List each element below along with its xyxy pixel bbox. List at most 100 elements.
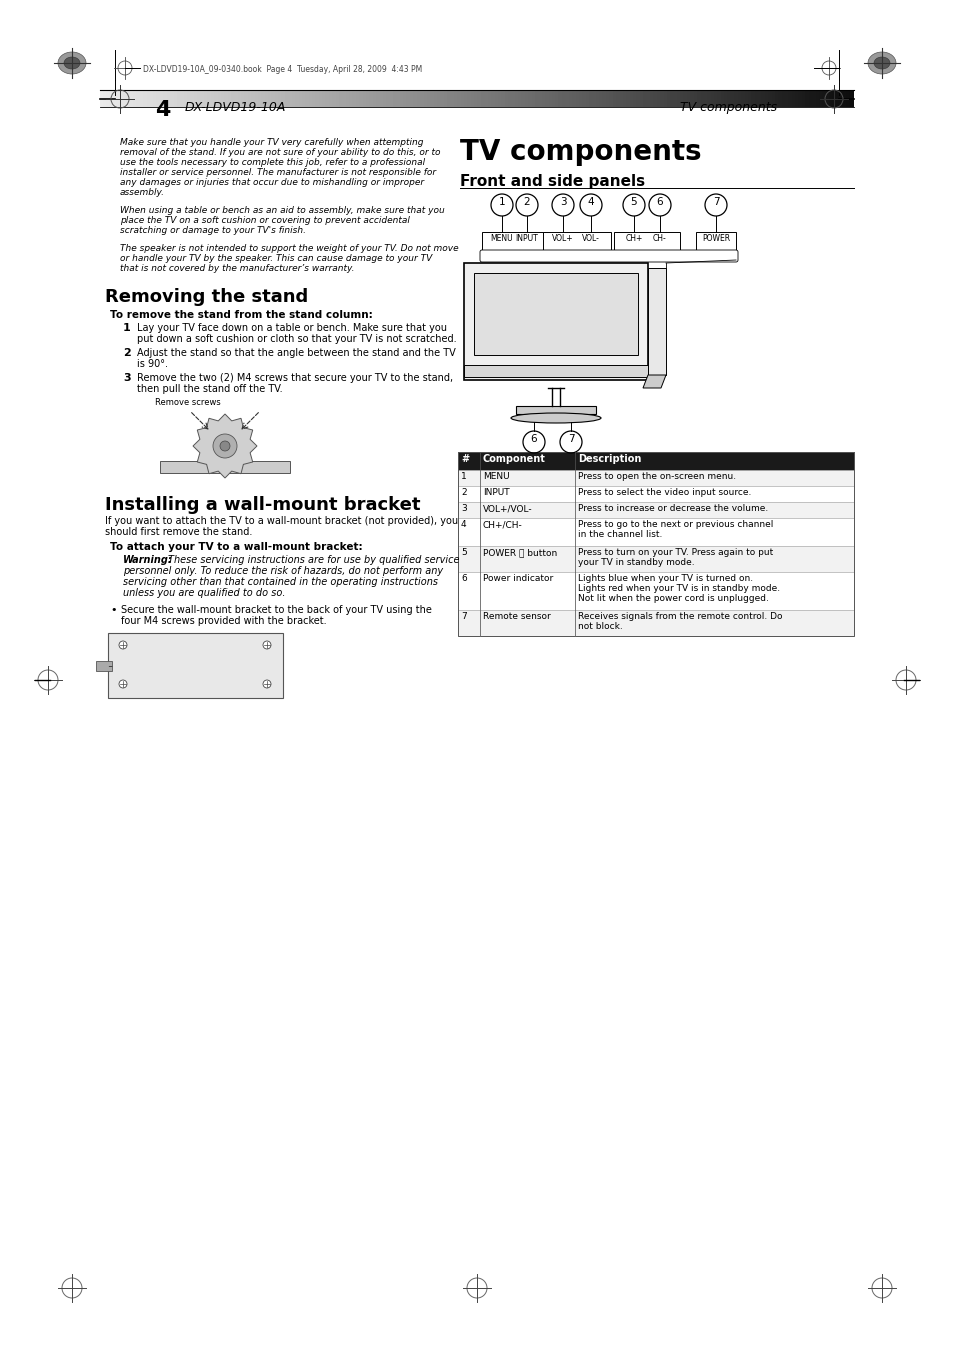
Circle shape: [263, 641, 271, 649]
Bar: [614, 232, 679, 252]
Text: 3: 3: [123, 373, 131, 383]
Bar: [647, 269, 665, 375]
Text: Press to open the on-screen menu.: Press to open the on-screen menu.: [578, 472, 736, 481]
Text: DX-LDVD19-10A: DX-LDVD19-10A: [185, 101, 286, 113]
Text: 7: 7: [712, 197, 719, 207]
Text: #: #: [460, 454, 469, 464]
Text: VOL-: VOL-: [581, 234, 599, 243]
Text: Lay your TV face down on a table or bench. Make sure that you: Lay your TV face down on a table or benc…: [137, 323, 447, 333]
Text: 5: 5: [630, 197, 637, 207]
Text: is 90°.: is 90°.: [137, 359, 168, 369]
Text: personnel only. To reduce the risk of hazards, do not perform any: personnel only. To reduce the risk of ha…: [123, 566, 442, 576]
Ellipse shape: [873, 57, 889, 69]
Text: CH+/CH-: CH+/CH-: [482, 520, 522, 529]
Text: VOL+/VOL-: VOL+/VOL-: [482, 504, 532, 513]
Text: 5: 5: [460, 548, 466, 558]
Ellipse shape: [867, 53, 895, 74]
Ellipse shape: [64, 57, 80, 69]
Text: Adjust the stand so that the angle between the stand and the TV: Adjust the stand so that the angle betwe…: [137, 348, 456, 358]
Text: Power indicator: Power indicator: [482, 574, 553, 583]
Text: in the channel list.: in the channel list.: [578, 531, 661, 539]
Bar: [457, 502, 853, 518]
Bar: [457, 470, 853, 486]
Circle shape: [213, 433, 236, 458]
Text: Remove the two (2) M4 screws that secure your TV to the stand,: Remove the two (2) M4 screws that secure…: [137, 373, 453, 383]
Bar: [696, 232, 735, 252]
Text: TV components: TV components: [459, 138, 700, 166]
Text: place the TV on a soft cushion or covering to prevent accidental: place the TV on a soft cushion or coveri…: [120, 216, 410, 225]
Text: 2: 2: [460, 487, 466, 497]
Text: that is not covered by the manufacturer’s warranty.: that is not covered by the manufacturer’…: [120, 265, 355, 273]
Text: POWER: POWER: [701, 234, 729, 243]
Text: then pull the stand off the TV.: then pull the stand off the TV.: [137, 383, 282, 394]
Text: Press to increase or decrease the volume.: Press to increase or decrease the volume…: [578, 504, 767, 513]
Text: INPUT: INPUT: [515, 234, 537, 243]
Text: INPUT: INPUT: [482, 487, 509, 497]
Text: 6: 6: [656, 197, 662, 207]
Text: put down a soft cushion or cloth so that your TV is not scratched.: put down a soft cushion or cloth so that…: [137, 333, 456, 344]
Bar: [457, 610, 853, 636]
Bar: [542, 232, 610, 252]
Bar: [481, 232, 546, 252]
Text: servicing other than that contained in the operating instructions: servicing other than that contained in t…: [123, 576, 437, 587]
Text: To remove the stand from the stand column:: To remove the stand from the stand colum…: [110, 310, 373, 320]
Text: 1: 1: [123, 323, 131, 333]
Text: installer or service personnel. The manufacturer is not responsible for: installer or service personnel. The manu…: [120, 167, 436, 177]
Text: Press to select the video input source.: Press to select the video input source.: [578, 487, 751, 497]
Text: The speaker is not intended to support the weight of your TV. Do not move: The speaker is not intended to support t…: [120, 244, 458, 252]
Text: Make sure that you handle your TV very carefully when attempting: Make sure that you handle your TV very c…: [120, 138, 423, 147]
Text: should first remove the stand.: should first remove the stand.: [105, 526, 253, 537]
Text: Not lit when the power cord is unplugged.: Not lit when the power cord is unplugged…: [578, 594, 768, 603]
Text: 3: 3: [460, 504, 466, 513]
Text: any damages or injuries that occur due to mishandling or improper: any damages or injuries that occur due t…: [120, 178, 424, 188]
Bar: [457, 572, 853, 610]
Text: Receives signals from the remote control. Do: Receives signals from the remote control…: [578, 612, 781, 621]
Text: To attach your TV to a wall-mount bracket:: To attach your TV to a wall-mount bracke…: [110, 541, 362, 552]
Text: If you want to attach the TV to a wall-mount bracket (not provided), you: If you want to attach the TV to a wall-m…: [105, 516, 457, 526]
Bar: [457, 545, 853, 572]
Text: assembly.: assembly.: [120, 188, 165, 197]
Ellipse shape: [58, 53, 86, 74]
Text: 3: 3: [559, 197, 566, 207]
Bar: [457, 518, 853, 545]
Text: 4: 4: [154, 100, 171, 120]
Text: or handle your TV by the speaker. This can cause damage to your TV: or handle your TV by the speaker. This c…: [120, 254, 432, 263]
Text: unless you are qualified to do so.: unless you are qualified to do so.: [123, 589, 285, 598]
Text: 4: 4: [460, 520, 466, 529]
Text: four M4 screws provided with the bracket.: four M4 screws provided with the bracket…: [121, 616, 326, 626]
Text: Component: Component: [482, 454, 545, 464]
Bar: [457, 452, 853, 636]
Text: Press to turn on your TV. Press again to put: Press to turn on your TV. Press again to…: [578, 548, 773, 558]
FancyBboxPatch shape: [479, 250, 738, 262]
Text: MENU: MENU: [490, 234, 513, 243]
Text: CH+: CH+: [624, 234, 642, 243]
Bar: [516, 406, 596, 414]
Ellipse shape: [511, 413, 600, 423]
Text: These servicing instructions are for use by qualified service: These servicing instructions are for use…: [168, 555, 459, 566]
Circle shape: [263, 680, 271, 688]
Bar: [463, 263, 647, 379]
Text: 1: 1: [498, 197, 505, 207]
Text: CH-: CH-: [653, 234, 666, 243]
Text: •: •: [110, 605, 116, 616]
Text: not block.: not block.: [578, 622, 622, 630]
Bar: [96, 662, 112, 671]
Text: Remote sensor: Remote sensor: [482, 612, 550, 621]
Text: 7: 7: [460, 612, 466, 621]
Text: Press to go to the next or previous channel: Press to go to the next or previous chan…: [578, 520, 773, 529]
Bar: [108, 633, 283, 698]
Polygon shape: [193, 414, 256, 478]
Text: POWER ⏻ button: POWER ⏻ button: [482, 548, 557, 558]
Text: 4: 4: [587, 197, 594, 207]
Text: When using a table or bench as an aid to assembly, make sure that you: When using a table or bench as an aid to…: [120, 207, 444, 215]
Text: your TV in standby mode.: your TV in standby mode.: [578, 558, 694, 567]
Text: DX-LDVD19-10A_09-0340.book  Page 4  Tuesday, April 28, 2009  4:43 PM: DX-LDVD19-10A_09-0340.book Page 4 Tuesda…: [143, 65, 422, 74]
Text: TV components: TV components: [679, 101, 777, 113]
Text: 6: 6: [460, 574, 466, 583]
Text: 7: 7: [567, 433, 574, 444]
Text: removal of the stand. If you are not sure of your ability to do this, or to: removal of the stand. If you are not sur…: [120, 148, 440, 157]
Text: scratching or damage to your TV's finish.: scratching or damage to your TV's finish…: [120, 225, 306, 235]
Text: use the tools necessary to complete this job, refer to a professional: use the tools necessary to complete this…: [120, 158, 425, 167]
Text: 1: 1: [460, 472, 466, 481]
Text: MENU: MENU: [482, 472, 509, 481]
